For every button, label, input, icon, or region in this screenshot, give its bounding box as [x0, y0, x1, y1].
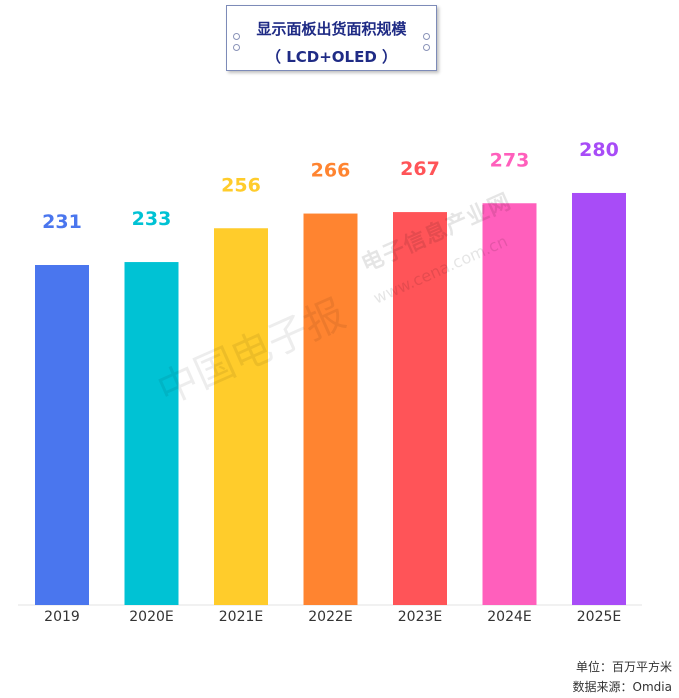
data-label-2019: 231 [42, 211, 82, 233]
x-tick-label-2025E: 2025E [577, 609, 621, 625]
data-label-2022E: 266 [311, 160, 351, 182]
chart-title: 显示面板出货面积规模 [256, 20, 407, 38]
bar-2021E [214, 228, 268, 605]
data-label-2021E: 256 [221, 174, 261, 196]
decor-dot-icon [233, 44, 240, 51]
data-label-2023E: 267 [400, 158, 440, 180]
bar-2025E [572, 192, 626, 605]
decor-dot-icon [233, 33, 240, 40]
x-tick-label-2020E: 2020E [129, 609, 173, 625]
x-tick-label-2023E: 2023E [398, 609, 442, 625]
decor-dot-icon [423, 44, 430, 51]
x-tick-label-2021E: 2021E [219, 609, 263, 625]
bar-2022E [303, 213, 358, 606]
chart-subtitle: （ LCD+OLED ） [265, 48, 398, 66]
x-tick-label-2019: 2019 [44, 609, 80, 625]
chart-title-box: 显示面板出货面积规模 （ LCD+OLED ） [226, 5, 437, 71]
x-tick-label-2024E: 2024E [487, 609, 531, 625]
x-tick-label-2022E: 2022E [308, 609, 352, 625]
data-label-2020E: 233 [132, 208, 172, 230]
decor-dot-icon [423, 33, 430, 40]
data-label-2024E: 273 [490, 149, 530, 171]
unit-label: 单位：百万平方米 [575, 660, 672, 674]
data-label-2025E: 280 [579, 139, 619, 161]
bar-2019 [35, 265, 89, 605]
bar-2023E [393, 212, 447, 605]
bar-2024E [482, 203, 537, 605]
bar-chart: 231 2019 233 2020E 256 2021E 266 2022E 267 2023E 2… [18, 139, 642, 625]
source-label: 数据来源：Omdia [572, 680, 672, 694]
bar-2020E [124, 262, 179, 605]
